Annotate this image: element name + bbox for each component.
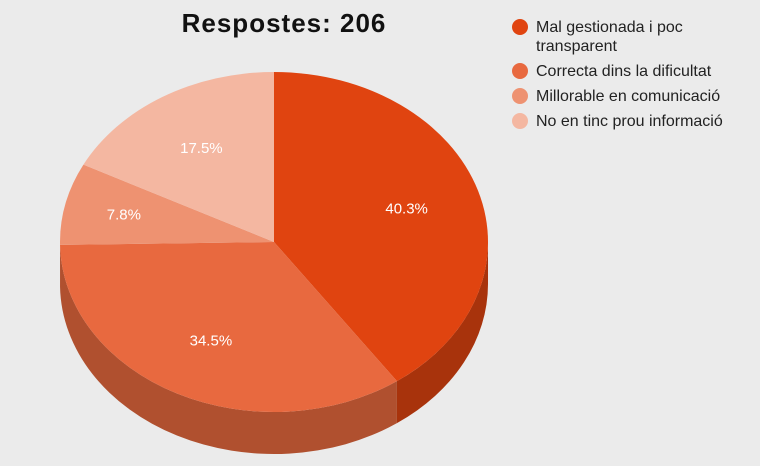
slice-label-2: 7.8% (107, 206, 141, 223)
legend-swatch-icon (512, 88, 528, 104)
legend-swatch-icon (512, 63, 528, 79)
pie-slice-3[interactable] (83, 72, 274, 242)
legend-label: No en tinc prou informació (536, 113, 723, 130)
pie-slice-side-0 (396, 242, 488, 424)
legend-swatch-icon (512, 19, 528, 35)
legend-item-1[interactable]: Correcta dins la dificultat (512, 62, 752, 81)
legend-item-0[interactable]: Mal gestionada i poc transparent (512, 18, 752, 56)
pie-slice-0[interactable] (274, 72, 489, 382)
slice-label-3: 17.5% (180, 140, 223, 157)
chart-legend: Mal gestionada i poc transparent Correcta… (512, 18, 752, 137)
slice-label-1: 34.5% (190, 332, 233, 349)
pie-slice-2[interactable] (60, 164, 274, 245)
slice-label-0: 40.3% (385, 201, 428, 218)
pie-slice-side-1 (60, 244, 397, 455)
legend-label: Millorable en comunicació (536, 88, 721, 105)
legend-label: Mal gestionada i poc transparent (536, 19, 683, 55)
legend-item-2[interactable]: Millorable en comunicació (512, 87, 752, 106)
legend-item-3[interactable]: No en tinc prou informació (512, 112, 752, 131)
pie-slice-1[interactable] (60, 242, 397, 413)
chart-title: Respostes: 206 (181, 8, 387, 38)
pie-chart: 40.3% 34.5% 7.8% 17.5% (60, 72, 489, 455)
legend-label: Correcta dins la dificultat (536, 63, 712, 80)
legend-swatch-icon (512, 113, 528, 129)
